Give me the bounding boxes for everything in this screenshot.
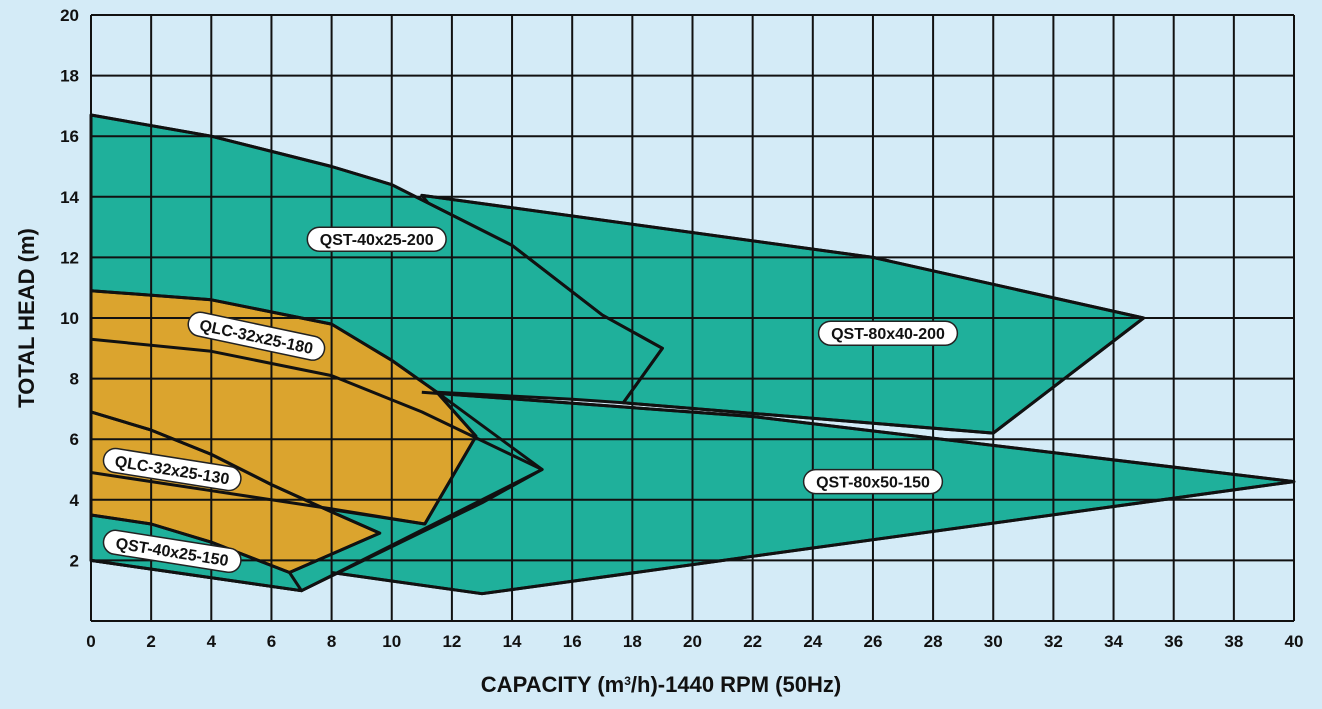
region-labels: QST-80x50-150QST-80x40-200QST-40x25-200Q… (102, 226, 959, 574)
x-tick-label: 22 (743, 632, 762, 651)
region-label-box (306, 226, 447, 252)
x-tick-label: 34 (1104, 632, 1123, 651)
region-label-text: QST-40x25-200 (320, 232, 434, 249)
x-tick-label: 18 (623, 632, 642, 651)
x-tick-label: 38 (1224, 632, 1243, 651)
y-axis-title: TOTAL HEAD (m) (14, 228, 39, 408)
x-tick-label: 2 (146, 632, 155, 651)
curve-qst-40x25-150-lower (90, 558, 302, 593)
x-tick-label: 6 (267, 632, 276, 651)
x-tick-label: 26 (863, 632, 882, 651)
region-label-text: QST-80x50-150 (816, 475, 930, 492)
x-tick-label: 4 (207, 632, 217, 651)
x-tick-label: 24 (803, 632, 822, 651)
x-tick-label: 0 (86, 632, 95, 651)
curve-qst-40x25-150-upper (90, 513, 291, 574)
region-label-qst-40x25-200: QST-40x25-200 (306, 226, 447, 252)
x-tick-label: 16 (563, 632, 582, 651)
x-axis-title-sup: 3 (624, 674, 631, 688)
y-axis-ticks: 2 4 6 8 10 12 14 16 18 20 (60, 6, 79, 570)
y-tick-label: 20 (60, 6, 79, 25)
curve-qlc-32x25-180-lower (90, 337, 544, 593)
x-tick-label: 28 (924, 632, 943, 651)
y-tick-label: 4 (70, 491, 80, 510)
y-tick-label: 16 (60, 127, 79, 146)
region-label-text: QST-80x40-200 (831, 326, 945, 343)
x-tick-label: 36 (1164, 632, 1183, 651)
region-label-box (187, 311, 326, 361)
x-axis-ticks: 0 2 4 6 8 10 12 14 16 18 20 22 24 26 28 30 32 34 36 38 40 (86, 632, 1303, 651)
y-tick-label: 18 (60, 67, 79, 86)
region-label-qst-80x40-200: QST-80x40-200 (817, 320, 959, 346)
x-tick-label: 12 (442, 632, 461, 651)
y-tick-label: 6 (70, 430, 79, 449)
region-label-qst-80x50-150: QST-80x50-150 (802, 468, 944, 495)
region-label-box (102, 529, 242, 574)
x-tick-label: 10 (382, 632, 401, 651)
x-axis-title: CAPACITY (m3/h)-1440 RPM (50Hz) (481, 672, 841, 697)
region-label-box (102, 447, 242, 492)
region-label-box (817, 320, 959, 346)
x-axis-title-tail: /h)-1440 RPM (50Hz) (631, 672, 841, 697)
x-tick-label: 30 (984, 632, 1003, 651)
y-tick-label: 14 (60, 188, 79, 207)
y-tick-label: 8 (70, 370, 79, 389)
x-tick-label: 14 (503, 632, 522, 651)
x-tick-label: 40 (1285, 632, 1304, 651)
x-axis-title-main: CAPACITY (m (481, 672, 624, 697)
x-tick-label: 32 (1044, 632, 1063, 651)
curve-qst-80x40-200-lower (623, 401, 994, 435)
curve-qst-80x40-200-upper (421, 193, 1146, 435)
x-tick-label: 20 (683, 632, 702, 651)
y-tick-label: 2 (70, 551, 79, 570)
curve-qst-80x50-150-lower (331, 480, 1295, 596)
region-label-box (802, 468, 944, 495)
y-tick-label: 10 (60, 309, 79, 328)
grid-layer (90, 14, 1295, 622)
y-tick-label: 12 (60, 248, 79, 267)
x-tick-label: 8 (327, 632, 336, 651)
